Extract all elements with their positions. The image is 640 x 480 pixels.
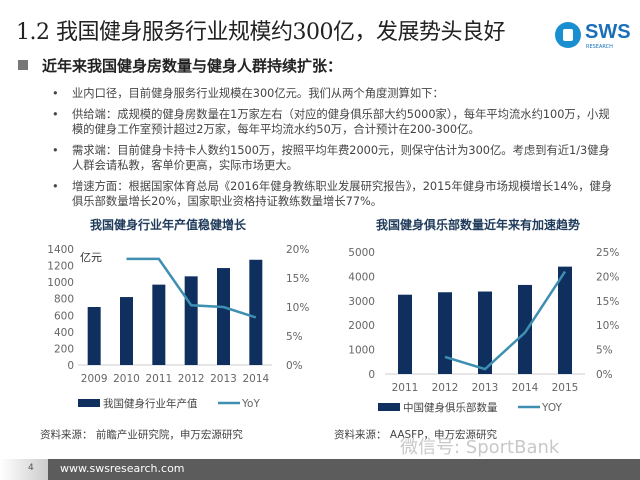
- yoy-line: [444, 270, 567, 371]
- y2-tick-label: 5%: [286, 331, 303, 343]
- y-tick-label: 0: [67, 360, 74, 372]
- bar: [478, 291, 492, 374]
- y2-tick-label: 10%: [596, 320, 619, 332]
- x-tick-label: 2014: [512, 382, 539, 394]
- y2-tick-label: 15%: [286, 273, 309, 285]
- slide-title: 1.2 我国健身服务行业规模约300亿，发展势头良好: [16, 20, 505, 45]
- x-tick-label: 2013: [472, 382, 499, 394]
- y-tick-label: 3000: [348, 296, 375, 308]
- bar: [438, 292, 452, 374]
- logo-text: SWS: [585, 21, 631, 43]
- x-tick-label: 2009: [81, 373, 108, 385]
- bullet-item: 增速方面：根据国家体育总局《2016年健身教练职业发展研究报告》，2015年健身…: [50, 179, 615, 209]
- y-tick-label: 1200: [47, 261, 74, 273]
- heading-text: 近年来我国健身房数量与健身人群持续扩张：: [42, 57, 343, 75]
- bar: [87, 307, 101, 365]
- x-tick-label: 2014: [242, 373, 269, 385]
- legend-bar-label: 中国健身俱乐部数量: [403, 401, 498, 414]
- chart2-source: 资料来源： AASFP，申万宏源研究: [334, 429, 498, 441]
- x-tick-label: 2011: [145, 373, 172, 385]
- y2-tick-label: 15%: [596, 296, 619, 308]
- y-tick-label: 5000: [348, 247, 375, 259]
- y-tick-label: 600: [54, 310, 74, 322]
- bullet-item: 供给端：成规模的健身房数量在1万家左右（对应的健身俱乐部大约5000家），每年平…: [50, 107, 615, 137]
- page-number: 4: [28, 463, 34, 473]
- y2-tick-label: 5%: [596, 345, 613, 357]
- watermark: 微信号: SportBank: [400, 437, 560, 458]
- y-tick-label: 400: [54, 327, 74, 339]
- bullet-list: 业内口径，目前健身服务行业规模在300亿元。我们从两个角度测算如下： 供给端：成…: [50, 86, 615, 215]
- bar: [518, 284, 532, 374]
- chart2-title: 我国健身俱乐部数量近年来有加速趋势: [376, 218, 581, 232]
- y2-tick-label: 25%: [596, 247, 619, 259]
- y-tick-label: 200: [54, 343, 74, 355]
- y2-tick-label: 0%: [596, 369, 613, 381]
- x-tick-label: 2011: [392, 382, 419, 394]
- legend-line-label: YOY: [541, 402, 563, 414]
- legend-bar-swatch: [378, 403, 400, 411]
- bar: [152, 284, 166, 365]
- y2-tick-label: 20%: [596, 271, 619, 283]
- sws-logo: SWS RESEARCH: [553, 20, 633, 52]
- y-tick-label: 800: [54, 294, 74, 306]
- x-tick-label: 2012: [178, 373, 205, 385]
- bar: [558, 266, 572, 374]
- y2-tick-label: 0%: [286, 360, 303, 372]
- y-tick-label: 1000: [47, 277, 74, 289]
- y-tick-label: 4000: [348, 271, 375, 283]
- y-tick-label: 0: [368, 369, 375, 381]
- bar: [217, 268, 230, 365]
- logo-subtext: RESEARCH: [586, 44, 613, 50]
- x-tick-label: 2012: [432, 382, 459, 394]
- footer-url[interactable]: www.swsresearch.com: [60, 462, 185, 475]
- y-tick-label: 1400: [47, 244, 74, 256]
- x-tick-label: 2010: [113, 373, 140, 385]
- chart1-source: 资料来源： 前瞻产业研究院，申万宏源研究: [40, 429, 243, 441]
- bar: [120, 297, 133, 365]
- bar: [184, 276, 198, 365]
- footer-bar: 4 www.swsresearch.com: [0, 459, 640, 480]
- section-heading: 近年来我国健身房数量与健身人群持续扩张：: [18, 55, 342, 76]
- bar: [249, 259, 263, 365]
- bullet-item: 业内口径，目前健身服务行业规模在300亿元。我们从两个角度测算如下：: [50, 86, 615, 101]
- legend-bar-swatch: [78, 399, 100, 407]
- chart1-title: 我国健身行业年产值稳健增长: [90, 218, 247, 232]
- x-tick-label: 2015: [552, 382, 579, 394]
- unit-label: 亿元: [80, 251, 102, 264]
- y2-tick-label: 20%: [286, 244, 309, 256]
- bar: [398, 294, 412, 374]
- legend-bar-label: 我国健身行业年产值: [103, 397, 198, 410]
- bullet-item: 需求端：目前健身卡持卡人数约1500万，按照平均年费2000元，则保守估计为30…: [50, 143, 615, 173]
- y2-tick-label: 10%: [286, 302, 309, 314]
- y-tick-label: 2000: [348, 320, 375, 332]
- square-bullet-icon: [18, 60, 28, 70]
- footer-accent: [0, 459, 48, 480]
- x-tick-label: 2013: [210, 373, 237, 385]
- logo-mark-icon: [555, 22, 581, 48]
- y-tick-label: 1000: [348, 345, 375, 357]
- legend-line-label: YoY: [241, 398, 260, 410]
